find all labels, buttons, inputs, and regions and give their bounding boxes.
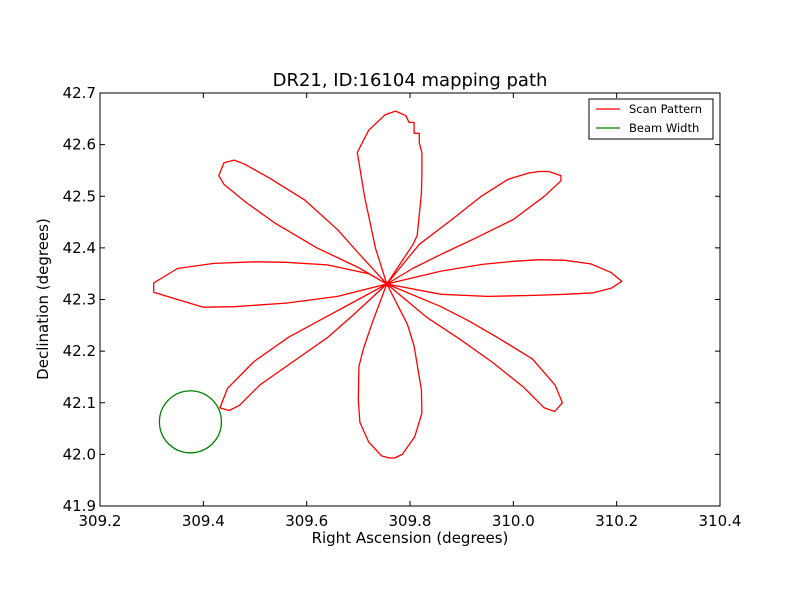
y-axis-ticks: 41.9 42.0 42.1 42.2 42.3 42.4 42.5 42.6 42.7 — [63, 84, 720, 515]
y-tick-label: 42.5 — [63, 187, 96, 205]
plot-area — [99, 92, 721, 507]
y-tick-label: 42.3 — [63, 291, 96, 309]
legend-box — [588, 98, 714, 140]
y-tick-label: 42.6 — [63, 136, 96, 154]
y-tick-label: 42.2 — [63, 342, 96, 360]
x-tick-label: 310.2 — [595, 512, 638, 530]
y-tick-label: 42.1 — [63, 394, 96, 412]
x-tick-label: 309.2 — [79, 512, 122, 530]
legend: Scan Pattern Beam Width — [588, 98, 714, 140]
x-tick-label: 309.8 — [389, 512, 432, 530]
scan-pattern-line — [153, 110, 623, 459]
legend-label-beam-width: Beam Width — [629, 121, 699, 135]
x-tick-label: 310.0 — [492, 512, 535, 530]
y-axis-label: Declination (degrees) — [34, 218, 52, 380]
x-axis-label: Right Ascension (degrees) — [312, 529, 509, 547]
beam-width-circle — [158, 390, 223, 454]
x-tick-label: 309.4 — [182, 512, 225, 530]
plot-frame — [99, 92, 721, 507]
chart-title: DR21, ID:16104 mapping path — [273, 70, 548, 91]
y-tick-label: 42.4 — [63, 239, 96, 257]
y-tick-label: 42.0 — [63, 445, 96, 463]
x-tick-label: 309.6 — [285, 512, 328, 530]
y-tick-label: 42.7 — [63, 84, 96, 102]
y-tick-label: 41.9 — [63, 497, 96, 515]
x-tick-label: 310.4 — [699, 512, 742, 530]
series-layer — [153, 110, 623, 459]
legend-label-scan-pattern: Scan Pattern — [629, 102, 702, 116]
x-axis-ticks: 309.2 309.4 309.6 309.8 310.0 310.2 310.4 — [79, 93, 742, 530]
